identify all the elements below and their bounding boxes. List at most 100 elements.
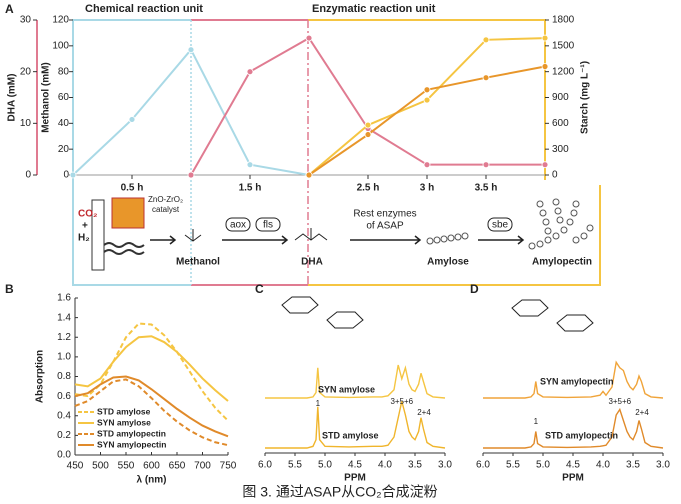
enzyme-label: of ASAP (366, 221, 404, 232)
coil (103, 249, 145, 255)
legend-label: SYN amylose (97, 417, 151, 427)
peak-label: 1 (534, 417, 539, 426)
series-line (74, 378, 229, 447)
y-tick-label: 900 (552, 92, 569, 103)
x-tick-label: 3.5 (408, 460, 422, 471)
panel-letter: A (5, 2, 14, 16)
y-tick-label: 0.4 (57, 410, 71, 421)
x-tick-label: 450 (67, 461, 84, 472)
product-label: Amylose (427, 257, 469, 268)
peak-label: 1 (316, 399, 321, 408)
enzyme-box (255, 217, 281, 232)
x-tick-label: 5.0 (318, 460, 332, 471)
y-tick-label: 0.6 (57, 391, 71, 402)
spectrum-label: STD amylopectin (545, 430, 618, 440)
product-label: Amylopectin (532, 257, 592, 268)
y-axis-title: Absorption (35, 350, 46, 403)
enzyme-box (487, 217, 513, 232)
data-point (305, 34, 313, 42)
annotation: Enzymatic reaction unit (312, 3, 436, 15)
y-axis-title: Methanol (mM) (41, 62, 52, 133)
y-tick-label: 1.2 (57, 332, 71, 343)
x-tick-label: 6.0 (258, 460, 272, 471)
y-axis-title: DHA (mM) (7, 74, 18, 122)
x-tick-label: 3.0 (438, 460, 452, 471)
x-tick-label: 3.0 (656, 460, 670, 471)
peak-label: 2+4 (417, 408, 431, 417)
x-tick-label: 3.5 h (475, 183, 498, 194)
methanol-structure (184, 229, 202, 242)
x-tick-label: 700 (194, 461, 211, 472)
product-label: DHA (301, 257, 323, 268)
data-point (541, 63, 549, 70)
coil (103, 242, 145, 248)
series-line (308, 65, 546, 176)
x-tick-label: 650 (169, 461, 186, 472)
data-point (423, 86, 431, 94)
y-tick-label: 1.0 (57, 352, 71, 363)
panel-letter: D (470, 282, 479, 296)
series-line (74, 322, 229, 422)
enzyme-label: aox (230, 220, 246, 231)
data-point (305, 171, 313, 179)
y-tick-label: 20 (20, 66, 32, 77)
peak-label: 3+5+6 (390, 397, 413, 406)
x-axis-title: PPM (344, 473, 366, 484)
y-tick-label: 60 (58, 92, 70, 103)
y-tick-label: 100 (52, 40, 69, 51)
reactant: CO₂ (78, 209, 97, 220)
series-line (74, 335, 229, 402)
y-tick-label: 1200 (552, 66, 575, 77)
series-line (74, 375, 229, 438)
y-tick-label: 40 (58, 118, 70, 129)
legend-label: STD amylose (97, 406, 151, 416)
enzyme-label: sbe (492, 220, 509, 231)
x-tick-label: 750 (220, 461, 237, 472)
y-tick-label: 20 (58, 144, 70, 155)
y-tick-label: 300 (552, 144, 569, 155)
data-point (482, 36, 490, 44)
x-tick-label: 550 (118, 461, 135, 472)
series-line (308, 37, 546, 176)
y-tick-label: 0 (552, 170, 558, 181)
x-tick-label: 4.0 (378, 460, 392, 471)
y-tick-label: 10 (20, 118, 32, 129)
data-point (364, 131, 372, 138)
x-tick-label: 500 (92, 461, 109, 472)
y-tick-label: 80 (58, 66, 70, 77)
data-point (128, 116, 136, 123)
data-point (187, 171, 195, 179)
x-tick-label: 3.5 (626, 460, 640, 471)
y-tick-label: 30 (20, 15, 32, 26)
x-tick-label: 5.5 (506, 460, 520, 471)
y-tick-label: 1500 (552, 40, 575, 51)
spectrum-label: SYN amylopectin (540, 376, 614, 386)
x-tick-label: 2.5 h (357, 183, 380, 194)
y-tick-label: 120 (52, 15, 69, 26)
y-tick-label: 1.4 (57, 312, 71, 323)
data-point (246, 161, 254, 169)
data-point (423, 161, 431, 169)
arrow (350, 235, 422, 245)
plus: + (82, 221, 88, 232)
y-tick-label: 600 (552, 118, 569, 129)
data-point (541, 34, 549, 42)
glucose-ring (326, 311, 364, 329)
x-tick-label: 3 h (420, 183, 434, 194)
spectrum-line (265, 364, 446, 399)
catalyst-crystal (111, 197, 145, 229)
data-point (187, 46, 195, 54)
peak-label: 3+5+6 (608, 397, 631, 406)
data-point (69, 171, 77, 179)
y-tick-label: 0 (25, 170, 31, 181)
panel-letter: C (255, 282, 264, 296)
spectrum-line (483, 407, 664, 449)
product-label: Methanol (176, 257, 220, 268)
enzyme-label: fls (263, 220, 273, 231)
glucose-ring (511, 299, 549, 317)
y-tick-label: 0.8 (57, 371, 71, 382)
y-tick-label: 1.6 (57, 293, 71, 304)
data-point (482, 74, 490, 82)
panel-letter: B (5, 282, 14, 296)
